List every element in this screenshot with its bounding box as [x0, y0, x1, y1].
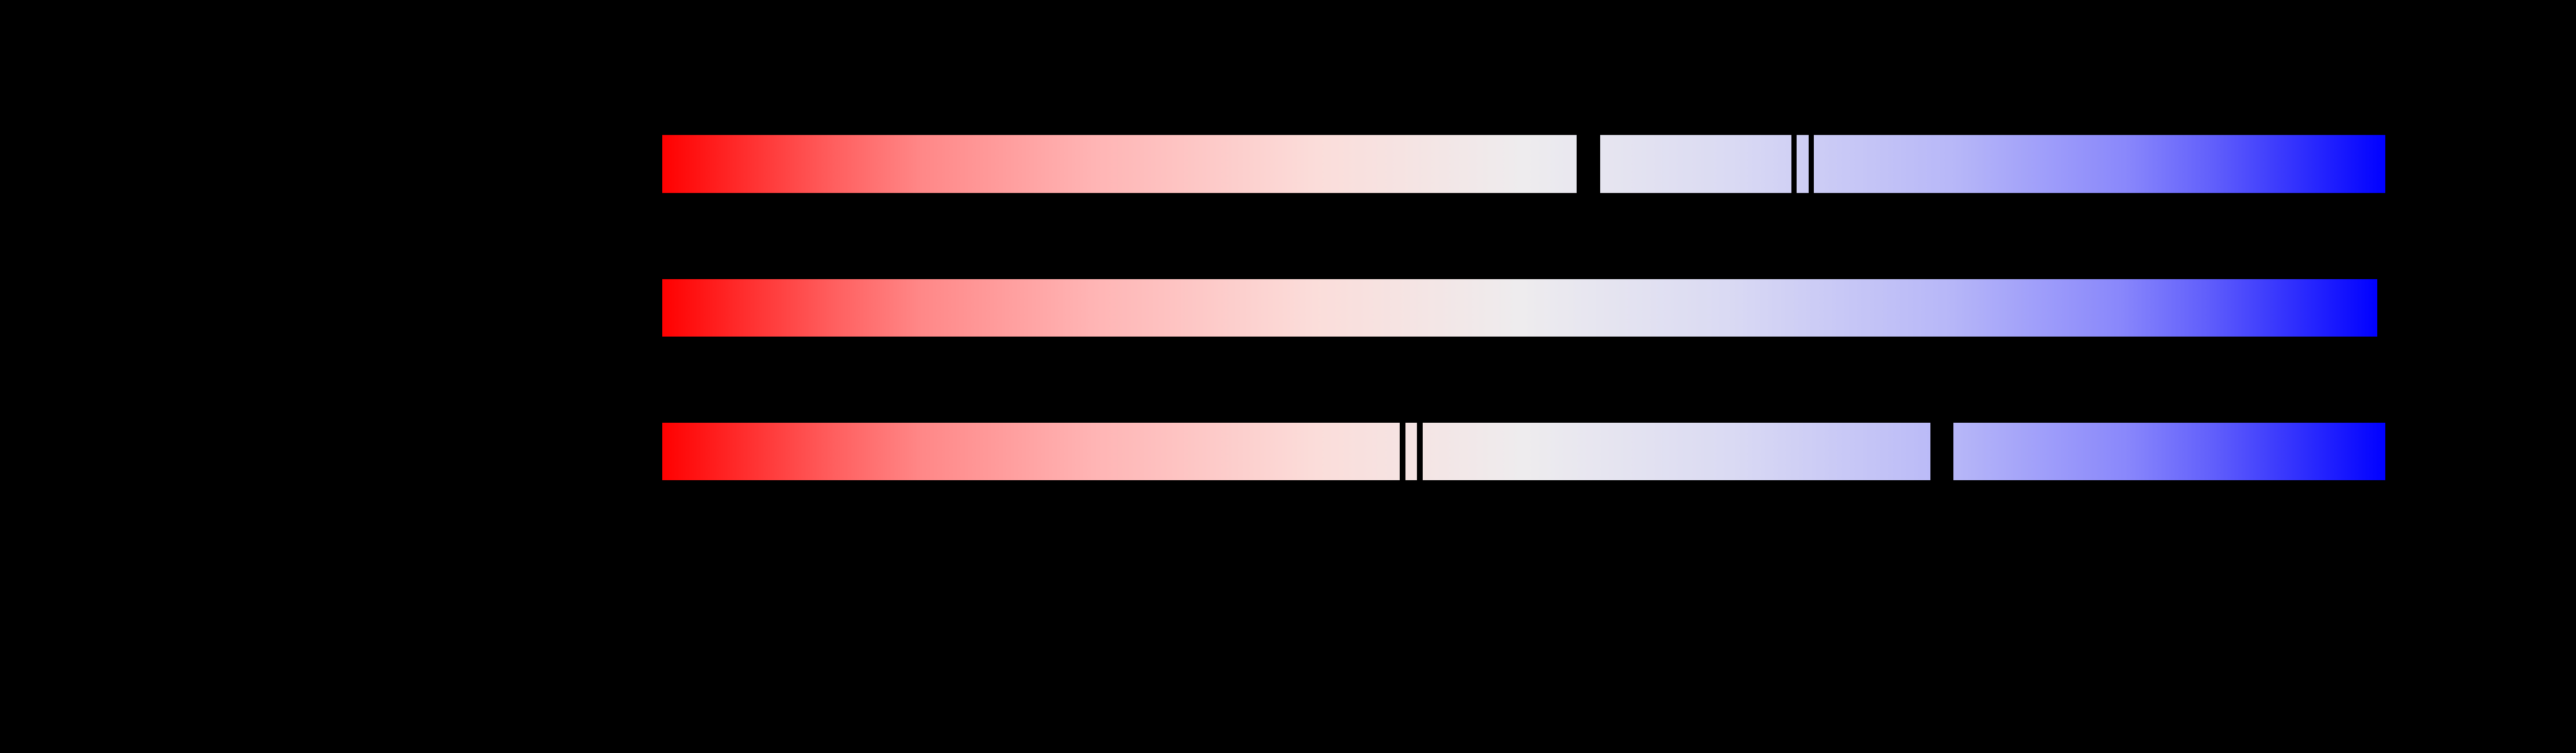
colorbar-bottom-gap [1417, 422, 1423, 481]
colorbar-top-gap [1577, 134, 1600, 194]
colorbar-bottom-gap [1930, 422, 1953, 481]
colorbar-middle [662, 279, 2377, 337]
colorbar-top-gap [1809, 134, 1814, 194]
colorbar-bottom-gap [1400, 422, 1405, 481]
colorbar-top [662, 134, 2385, 194]
colorbar-top-gap [1791, 134, 1797, 194]
colorbar-bottom [662, 422, 2385, 481]
